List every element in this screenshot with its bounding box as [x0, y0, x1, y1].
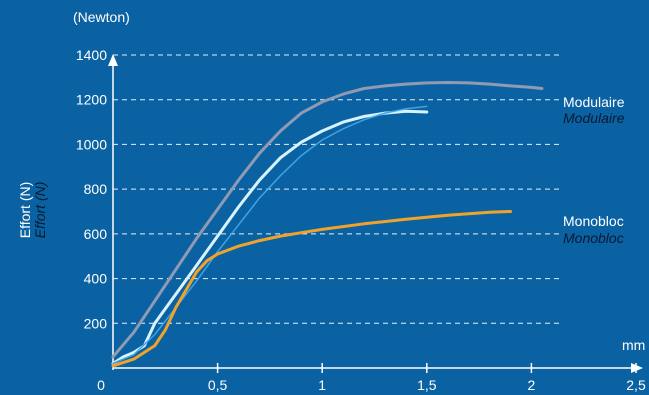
y-tick-label-1200: 1200 — [76, 92, 107, 108]
x-tick-label-1: 1 — [318, 377, 326, 393]
y-tick-label-1400: 1400 — [76, 47, 107, 63]
y-unit-label: (Newton) — [73, 9, 130, 25]
annotation-monobloc: Monobloc — [563, 213, 624, 229]
x-axis-label: mm — [622, 337, 645, 353]
x-tick-label-0: 0 — [97, 377, 105, 393]
y-axis-arrow — [108, 54, 118, 66]
series-line-3 — [111, 210, 512, 368]
series-line-2 — [112, 105, 428, 365]
y-axis-label: Effort (N) — [17, 182, 33, 239]
y-tick-label-1000: 1000 — [76, 136, 107, 152]
x-axis-arrow — [631, 363, 643, 373]
y-tick-label-200: 200 — [84, 315, 108, 331]
series-lines — [111, 81, 544, 368]
annotation-monobloc-italic: Monobloc — [563, 230, 624, 246]
x-tick-label-1.5: 1,5 — [417, 377, 437, 393]
x-tick-label-2.5: 2,5 — [626, 377, 646, 393]
series-line-0 — [111, 81, 544, 359]
y-tick-label-800: 800 — [84, 181, 108, 197]
x-tick-label-2: 2 — [528, 377, 536, 393]
annotation-modulaire-italic: Modulaire — [563, 110, 625, 126]
annotation-modulaire: Modulaire — [563, 94, 625, 110]
y-tick-labels: 200 400 600 800 1000 1200 1400 — [76, 47, 107, 331]
y-tick-label-600: 600 — [84, 226, 108, 242]
x-tick-labels: 0 0,5 1 1,5 2 2,5 — [97, 363, 646, 393]
y-axis-label-italic: Effort (N) — [32, 182, 48, 239]
y-tick-label-400: 400 — [84, 271, 108, 287]
x-tick-label-0.5: 0,5 — [208, 377, 228, 393]
